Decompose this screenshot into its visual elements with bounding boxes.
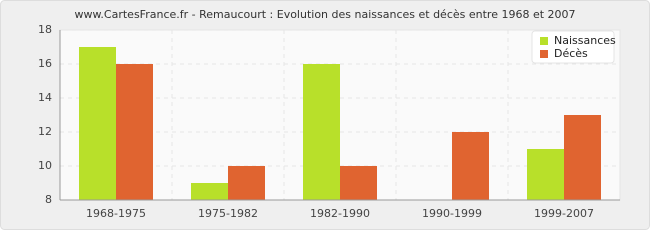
- y-tick-label: 18: [38, 23, 52, 36]
- x-tick-label: 1999-2007: [534, 207, 594, 220]
- legend-swatch: [540, 37, 548, 45]
- legend-label: Décès: [554, 47, 588, 60]
- legend-box: [531, 30, 615, 64]
- bar: [228, 166, 265, 200]
- legend-label: Naissances: [554, 34, 616, 47]
- x-tick-label: 1990-1999: [422, 207, 482, 220]
- bar: [79, 47, 116, 200]
- y-tick-label: 14: [38, 91, 52, 104]
- bar: [191, 183, 228, 200]
- y-tick-label: 10: [38, 159, 52, 172]
- bar: [452, 132, 489, 200]
- legend-swatch: [540, 50, 548, 58]
- bar: [564, 115, 601, 200]
- y-tick-label: 16: [38, 57, 52, 70]
- chart: www.CartesFrance.fr - Remaucourt : Evolu…: [0, 0, 650, 230]
- x-tick-label: 1975-1982: [198, 207, 258, 220]
- chart-title: www.CartesFrance.fr - Remaucourt : Evolu…: [74, 8, 575, 21]
- bar: [340, 166, 377, 200]
- y-tick-label: 8: [45, 193, 52, 206]
- x-tick-label: 1968-1975: [86, 207, 146, 220]
- bar: [527, 149, 564, 200]
- x-tick-label: 1982-1990: [310, 207, 370, 220]
- bar: [116, 64, 153, 200]
- bar: [303, 64, 340, 200]
- y-tick-label: 12: [38, 125, 52, 138]
